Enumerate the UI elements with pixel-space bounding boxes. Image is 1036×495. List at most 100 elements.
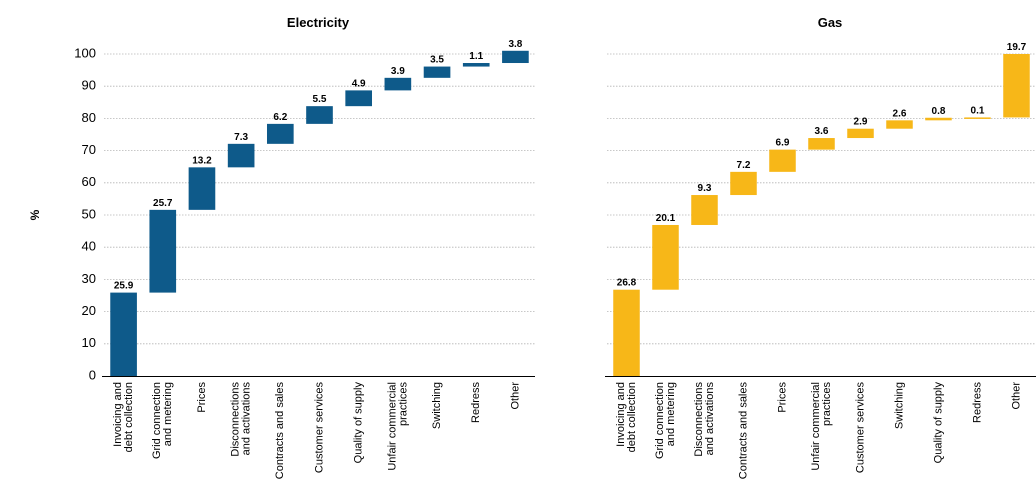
x-tick-label: Unfair commercial (386, 382, 398, 471)
waterfall-bar (1003, 54, 1030, 118)
category-label: Grid connection and metering (151, 382, 174, 459)
data-label: 4.9 (352, 78, 366, 89)
category-label: Prices (196, 382, 208, 413)
waterfall-bar (306, 106, 333, 124)
x-tick-label: Redress (470, 382, 482, 423)
category-label: Disconnections and activations (230, 382, 253, 457)
category-label: Quality of supply (932, 382, 944, 464)
data-label: 1.1 (469, 51, 483, 62)
waterfall-bar (652, 224, 679, 290)
data-label: 3.5 (430, 55, 444, 66)
waterfall-bar (769, 149, 796, 172)
category-label: Switching (893, 382, 905, 429)
category-label: Quality of supply (353, 382, 365, 464)
waterfall-bar (502, 50, 529, 64)
x-tick-label: and activations (704, 382, 716, 456)
x-tick-label: Disconnections (230, 382, 242, 457)
x-tick-label: Invoicing and (615, 382, 627, 447)
data-label: 3.8 (508, 39, 522, 50)
category-label: Invoicing and debt collection (112, 382, 135, 452)
x-tick-label: and metering (162, 382, 174, 446)
waterfall-bar (964, 117, 991, 119)
x-tick-label: Unfair commercial (810, 382, 822, 471)
chart-title: Gas (818, 15, 843, 30)
x-tick-label: Grid connection (654, 382, 666, 459)
waterfall-bar (110, 292, 137, 376)
category-label: Redress (971, 382, 983, 423)
x-tick-label: Disconnections (693, 382, 705, 457)
x-tick-label: Customer services (854, 382, 866, 474)
waterfall-bar (227, 143, 255, 168)
y-tick-label: 80 (82, 110, 96, 125)
x-tick-label: Prices (196, 382, 208, 413)
category-label: Customer services (854, 382, 866, 474)
y-tick-label: 70 (82, 142, 96, 157)
x-tick-label: Switching (431, 382, 443, 429)
waterfall-bar (691, 195, 718, 225)
electricity-chart: Electricity 0 10 20 30 40 50 60 70 80 90 100 25.9 Inv… (74, 15, 535, 479)
data-label: 2.6 (893, 108, 907, 119)
waterfall-bar (188, 167, 216, 210)
x-tick-label: practices (397, 382, 409, 427)
data-label: 2.9 (854, 117, 868, 128)
category-label: Contracts and sales (737, 382, 749, 480)
data-label: 9.3 (698, 183, 712, 194)
data-label: 13.2 (192, 155, 212, 166)
y-tick-label: 0 (89, 367, 96, 382)
data-label: 20.1 (656, 213, 676, 224)
category-label: Other (509, 382, 521, 410)
data-label: 26.8 (617, 278, 637, 289)
category-label: Grid connection and metering (654, 382, 677, 459)
waterfall-bar (925, 117, 952, 121)
data-label: 7.2 (737, 160, 751, 171)
y-tick-label: 40 (82, 239, 96, 254)
waterfall-bar (886, 120, 913, 129)
category-label: Switching (431, 382, 443, 429)
category-label: Disconnections and activations (693, 382, 716, 457)
gas-chart: Gas 26.8 Invoicing and debt collection 20.1 G… (605, 15, 1036, 479)
category-label: Unfair commercial practices (386, 382, 409, 471)
waterfall-bar (384, 77, 412, 91)
x-tick-label: and metering (665, 382, 677, 446)
y-tick-label: 10 (82, 335, 96, 350)
category-label: Prices (776, 382, 788, 413)
x-tick-label: and activations (241, 382, 253, 456)
category-label: Other (1010, 382, 1022, 410)
x-tick-label: Grid connection (151, 382, 163, 459)
data-label: 0.1 (971, 105, 985, 116)
category-label: Unfair commercial practices (810, 382, 833, 471)
waterfall-bar (345, 90, 373, 107)
data-label: 25.7 (153, 198, 173, 209)
x-tick-label: Prices (776, 382, 788, 413)
x-tick-label: Quality of supply (353, 382, 365, 464)
data-label: 19.7 (1007, 42, 1027, 53)
y-tick-label: 60 (82, 174, 96, 189)
y-axis-label: % (28, 209, 42, 220)
waterfall-bar (462, 63, 490, 67)
x-tick-label: debt collection (123, 382, 135, 452)
waterfall-bar (808, 138, 835, 150)
data-label: 3.6 (815, 126, 829, 137)
data-label: 7.3 (234, 132, 248, 143)
x-tick-label: Invoicing and (112, 382, 124, 447)
x-tick-label: Other (1010, 382, 1022, 410)
y-tick-label: 100 (74, 45, 96, 60)
data-label: 6.2 (273, 112, 287, 123)
data-label: 6.9 (776, 138, 790, 149)
data-label: 0.8 (932, 106, 946, 117)
waterfall-bar (730, 171, 757, 196)
waterfall-bar (266, 123, 294, 144)
waterfall-bar (149, 209, 177, 293)
x-tick-label: Redress (971, 382, 983, 423)
chart-title: Electricity (287, 15, 350, 30)
waterfall-bar (847, 128, 874, 139)
x-tick-label: Contracts and sales (274, 382, 286, 480)
x-tick-label: Contracts and sales (737, 382, 749, 480)
category-label: Customer services (313, 382, 325, 474)
x-tick-label: Quality of supply (932, 382, 944, 464)
x-tick-label: practices (821, 382, 833, 427)
y-tick-label: 90 (82, 78, 96, 93)
category-label: Invoicing and debt collection (615, 382, 638, 452)
x-tick-label: Other (509, 382, 521, 410)
